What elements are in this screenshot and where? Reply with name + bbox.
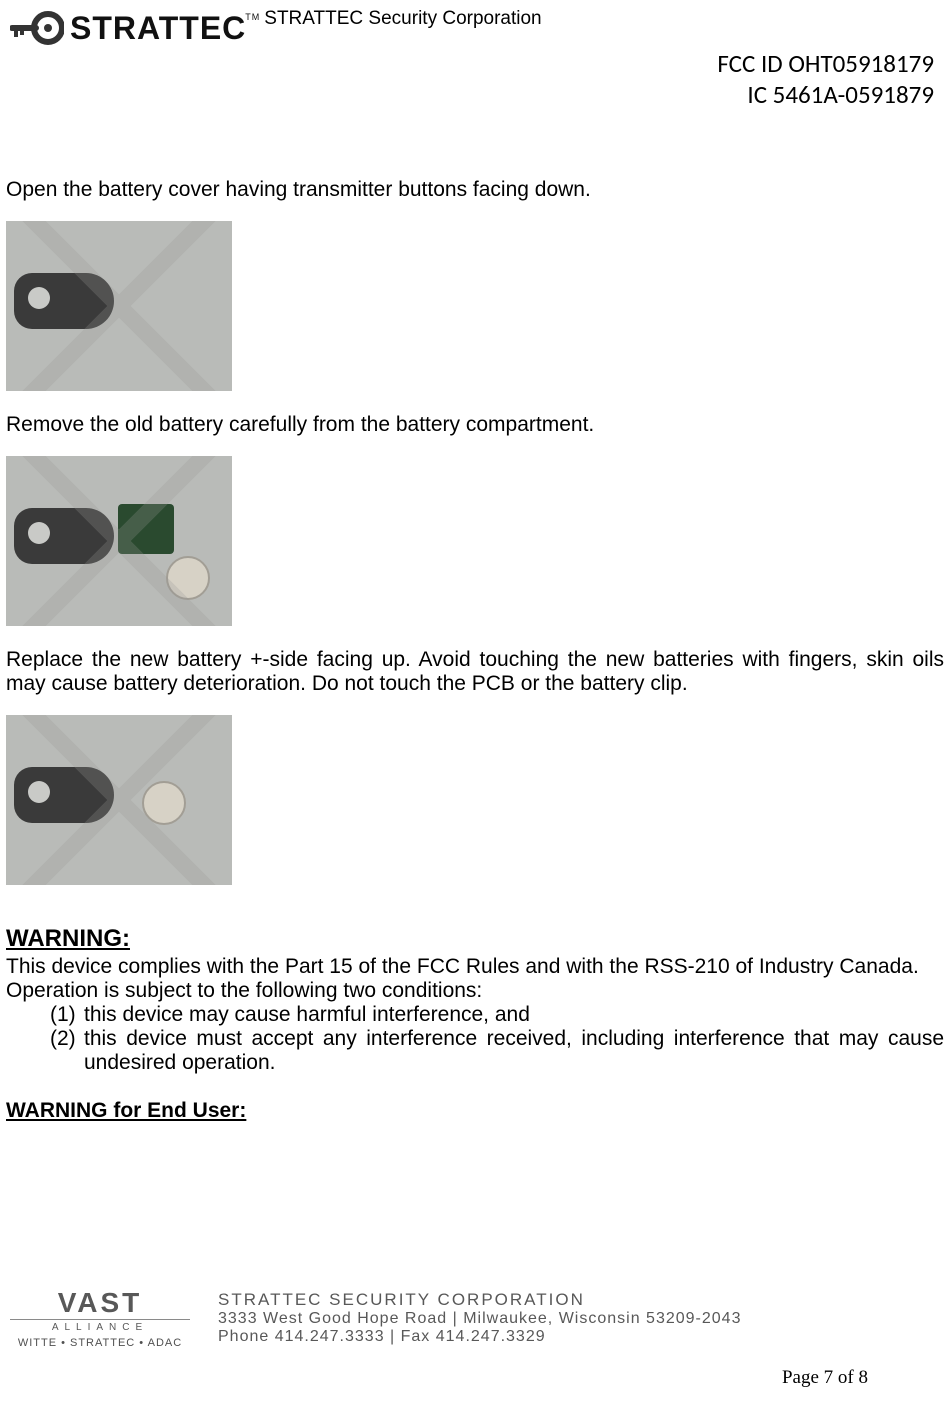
photo-remove-battery	[6, 456, 232, 626]
warning-conditions-intro: Operation is subject to the following tw…	[6, 979, 944, 1003]
warning-compliance: This device complies with the Part 15 of…	[6, 955, 944, 979]
document-body: Open the battery cover having transmitte…	[0, 48, 950, 1123]
logo-word: STRATTEC	[70, 10, 246, 46]
regulatory-ids: FCC ID OHT05918179 IC 5461A-0591879	[717, 48, 934, 110]
fcc-id: FCC ID OHT05918179	[717, 48, 934, 79]
footer-company: STRATTEC SECURITY CORPORATION	[218, 1290, 741, 1310]
conditions-list: (1) this device may cause harmful interf…	[6, 1003, 944, 1075]
warning-heading: WARNING:	[6, 925, 944, 953]
end-user-warning-heading: WARNING for End User:	[6, 1099, 944, 1123]
alliance-word: ALLIANCE	[10, 1319, 190, 1333]
vast-word: VAST	[10, 1287, 190, 1319]
footer-address: STRATTEC SECURITY CORPORATION 3333 West …	[218, 1290, 741, 1346]
page-footer: VAST ALLIANCE WITTE • STRATTEC • ADAC ST…	[0, 1287, 950, 1389]
key-lock-icon	[10, 8, 64, 48]
footer-street: 3333 West Good Hope Road | Milwaukee, Wi…	[218, 1310, 741, 1328]
instruction-step-2: Remove the old battery carefully from th…	[6, 413, 944, 438]
footer-row: VAST ALLIANCE WITTE • STRATTEC • ADAC ST…	[8, 1287, 942, 1349]
page-number: Page 7 of 8	[8, 1367, 942, 1389]
condition-2: (2) this device must accept any interfer…	[50, 1027, 944, 1075]
logo-text: STRATTEC TM	[70, 10, 246, 47]
photo-new-battery	[6, 715, 232, 885]
trademark: TM	[245, 12, 260, 22]
condition-1-number: (1)	[50, 1003, 84, 1027]
condition-2-number: (2)	[50, 1027, 84, 1075]
instruction-step-1: Open the battery cover having transmitte…	[6, 178, 944, 203]
footer-phone: Phone 414.247.3333 | Fax 414.247.3329	[218, 1328, 741, 1346]
photo-battery-cover	[6, 221, 232, 391]
vast-alliance-logo: VAST ALLIANCE WITTE • STRATTEC • ADAC	[10, 1287, 190, 1349]
alliance-brands: WITTE • STRATTEC • ADAC	[10, 1337, 190, 1349]
condition-2-text: this device must accept any interference…	[84, 1027, 944, 1075]
ic-id: IC 5461A-0591879	[717, 79, 934, 110]
instruction-step-3: Replace the new battery +-side facing up…	[6, 648, 944, 698]
logo: STRATTEC TM	[10, 8, 246, 48]
condition-1: (1) this device may cause harmful interf…	[50, 1003, 944, 1027]
corporation-title: STRATTEC Security Corporation	[264, 8, 541, 30]
condition-1-text: this device may cause harmful interferen…	[84, 1003, 530, 1027]
page-header: STRATTEC TM STRATTEC Security Corporatio…	[0, 8, 950, 48]
